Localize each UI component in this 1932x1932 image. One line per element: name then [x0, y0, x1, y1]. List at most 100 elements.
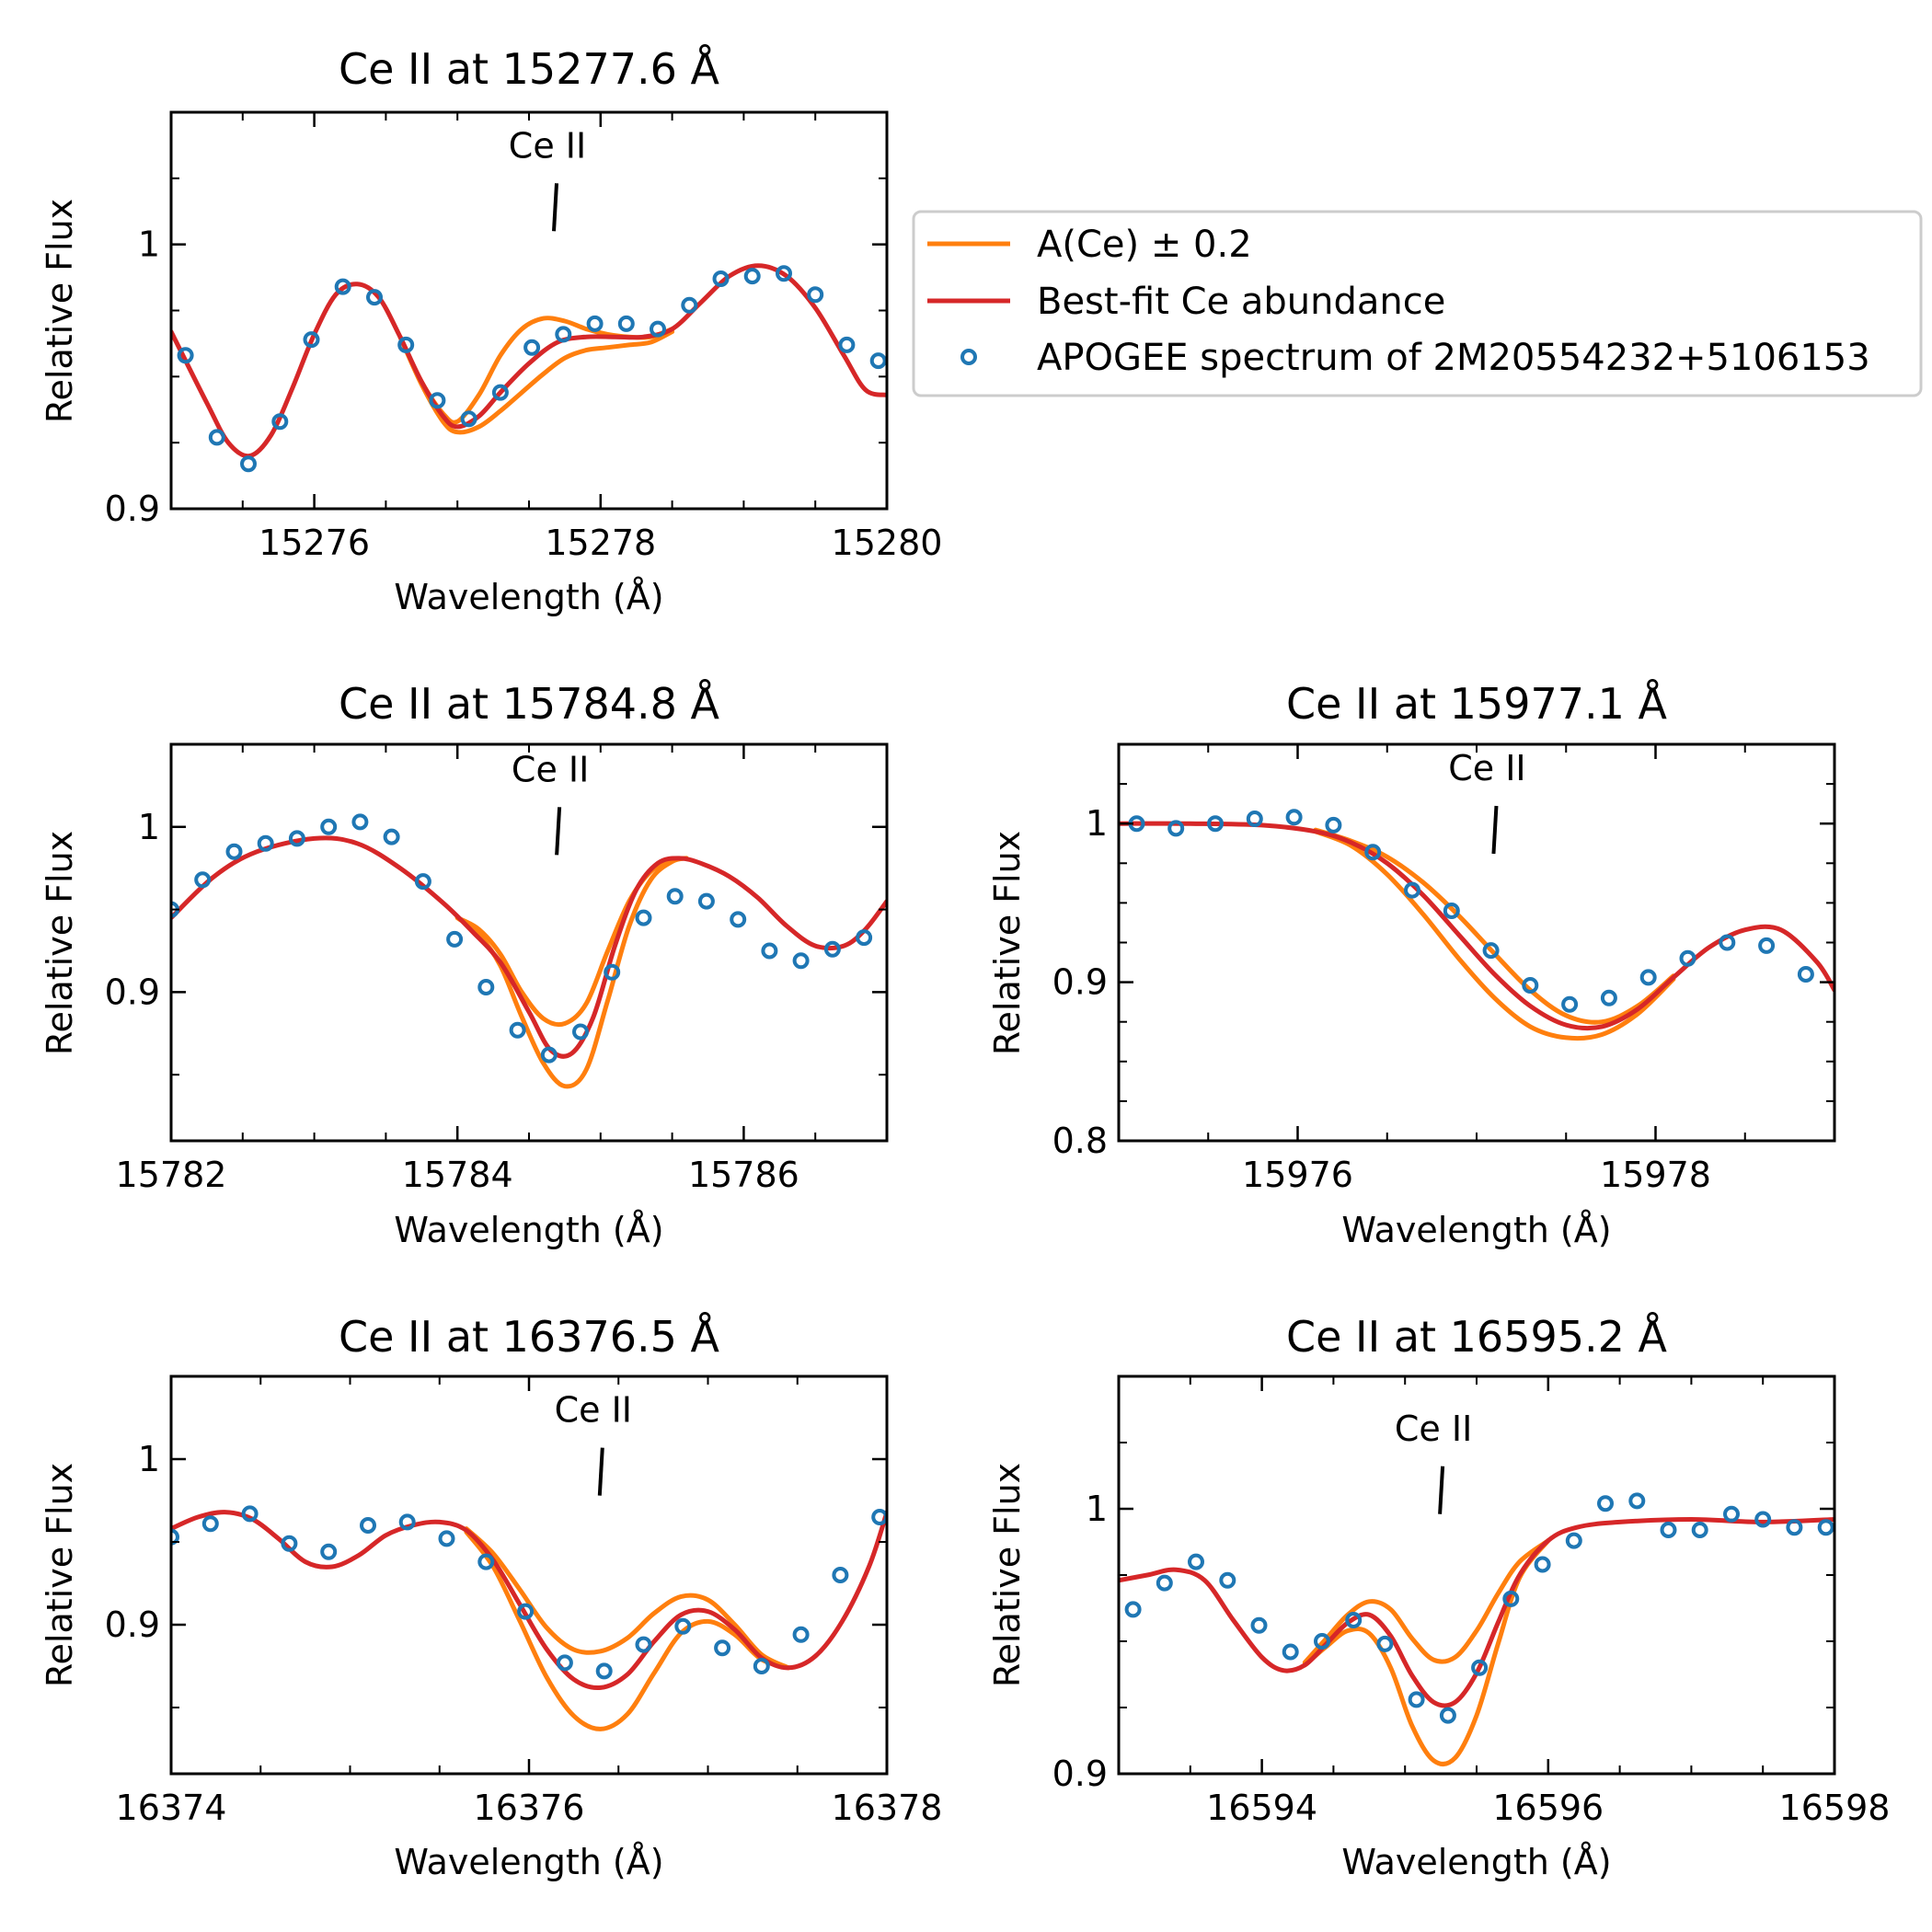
data-point [604, 963, 621, 981]
data-point [383, 828, 400, 845]
data-point [572, 1023, 589, 1041]
data-point [1600, 989, 1617, 1006]
data-point [517, 1603, 535, 1620]
data-point [303, 331, 320, 349]
data-point [225, 843, 243, 860]
panel-title: Ce II at 15977.1 Å [1286, 679, 1667, 729]
data-point [540, 1046, 558, 1064]
legend-label-best-fit: Best-fit Ce abundance [1037, 281, 1445, 323]
data-point [807, 286, 824, 304]
axes-frame [169, 742, 889, 1143]
y-tick-label: 1 [138, 1439, 160, 1479]
series-line-a-ce-0-2 [464, 1526, 791, 1671]
data-point [1522, 977, 1539, 994]
data-point [1282, 1643, 1299, 1661]
data-point [397, 336, 415, 353]
series-line-a-ce-0-2 [1302, 1538, 1551, 1665]
series-line-best-fit-ce-abundance [171, 1510, 887, 1691]
y-axis-label: Relative Flux [40, 831, 80, 1055]
plot-area [171, 1505, 887, 1731]
panel-title: Ce II at 15784.8 Å [339, 679, 719, 729]
y-tick-label: 1 [1086, 1489, 1108, 1529]
data-point [617, 315, 635, 332]
data-point [1167, 820, 1185, 837]
y-tick-label: 1 [138, 807, 160, 847]
data-point [201, 1515, 219, 1533]
panel-4: Ce II at 16376.5 Å Wavelength (Å) Relati… [40, 1312, 942, 1882]
y-axis-label: Relative Flux [987, 831, 1028, 1055]
line-marker-label: Ce II [1395, 1409, 1472, 1449]
plot-area [171, 263, 887, 473]
data-point [177, 347, 194, 364]
line-marker-label: Ce II [1448, 748, 1525, 788]
series-line-a-ce-0-2 [397, 329, 675, 435]
panel-title: Ce II at 16595.2 Å [1286, 1312, 1667, 1362]
data-point [320, 818, 338, 835]
data-point [366, 289, 383, 306]
legend-frame [912, 210, 1923, 397]
y-tick-label: 0.9 [1052, 1754, 1108, 1794]
data-point [869, 352, 887, 370]
data-point [1561, 995, 1579, 1013]
data-point [1156, 1574, 1173, 1592]
x-tick-label: 15280 [832, 523, 943, 563]
data-point [1345, 1612, 1363, 1628]
y-tick-label: 1 [1086, 803, 1108, 844]
line-marker-tick [597, 1447, 604, 1496]
data-point [1376, 1635, 1394, 1652]
data-point [743, 268, 761, 285]
data-point [666, 888, 684, 905]
panel-title: Ce II at 15277.6 Å [339, 44, 719, 94]
data-point [1758, 937, 1776, 954]
data-point [1124, 1601, 1142, 1618]
line-marker-tick [1491, 805, 1499, 855]
data-point [1639, 969, 1657, 986]
x-tick-label: 15786 [688, 1155, 799, 1195]
data-point [414, 873, 431, 891]
data-point [761, 942, 778, 960]
data-point [681, 296, 698, 314]
data-point [1482, 942, 1500, 960]
legend-label-ace-range: A(Ce) ± 0.2 [1037, 224, 1252, 266]
data-point [714, 1639, 731, 1657]
y-tick-label: 0.9 [105, 489, 160, 529]
data-point [1364, 844, 1382, 861]
data-point [1754, 1511, 1772, 1528]
data-point [360, 1517, 376, 1534]
x-tick-label: 16594 [1206, 1788, 1317, 1828]
panel-title: Ce II at 16376.5 Å [339, 1312, 719, 1362]
series-line-a-ce-0-2 [1302, 1538, 1551, 1766]
data-point [271, 413, 289, 431]
axes-frame [169, 1374, 889, 1776]
panel-2: Ce II at 15784.8 Å Wavelength (Å) Relati… [40, 679, 889, 1250]
data-point [792, 1626, 810, 1643]
data-point [1250, 1616, 1268, 1634]
data-point [257, 834, 274, 852]
x-tick-label: 15978 [1600, 1155, 1711, 1195]
panel-1: Ce II at 15277.6 Å Wavelength (Å) Relati… [40, 44, 942, 617]
y-tick-label: 0.9 [105, 1604, 160, 1645]
data-point [730, 911, 747, 928]
y-axis-label: Relative Flux [40, 199, 80, 423]
data-point [1565, 1532, 1582, 1549]
data-point [288, 830, 305, 847]
x-axis-label: Wavelength (Å) [394, 1210, 663, 1250]
data-point [334, 278, 351, 295]
data-point [1679, 949, 1696, 967]
x-axis-label: Wavelength (Å) [394, 1842, 663, 1882]
data-point [1207, 815, 1224, 833]
data-point [438, 1530, 455, 1547]
line-marker-tick [555, 807, 562, 856]
line-marker-label: Ce II [512, 749, 589, 789]
x-tick-label: 16596 [1492, 1788, 1604, 1828]
data-point [556, 1654, 573, 1672]
data-point [477, 979, 495, 995]
series-line-best-fit-ce-abundance [1119, 821, 1834, 1031]
y-tick-label: 0.9 [1052, 962, 1108, 1003]
data-point [240, 455, 257, 473]
data-point [446, 930, 464, 948]
series-line-best-fit-ce-abundance [1119, 1517, 1834, 1708]
data-point [650, 320, 666, 338]
data-point [320, 1543, 338, 1560]
